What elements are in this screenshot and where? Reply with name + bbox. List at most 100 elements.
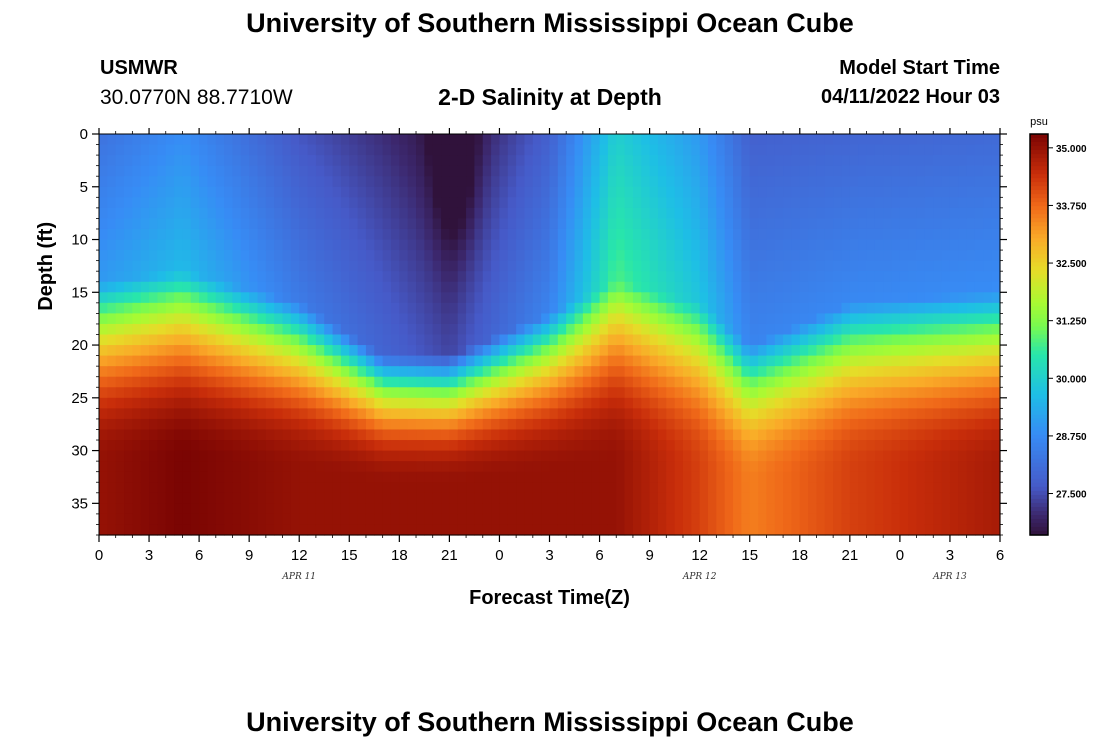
heatmap-cell	[149, 207, 158, 220]
heatmap-cell	[983, 513, 993, 526]
heatmap-cell	[357, 461, 367, 473]
heatmap-cell	[933, 513, 943, 526]
heatmap-cell	[332, 144, 342, 156]
heatmap-cell	[215, 524, 225, 536]
heatmap-cell	[749, 313, 759, 325]
heatmap-cell	[474, 408, 484, 420]
heatmap-cell	[499, 524, 509, 536]
heatmap-cell	[149, 260, 158, 272]
heatmap-cell	[974, 313, 984, 325]
heatmap-cell	[691, 302, 701, 314]
heatmap-cell	[974, 260, 984, 272]
heatmap-cell	[799, 334, 809, 346]
x-tick-label: 12	[291, 547, 308, 564]
heatmap-cell	[607, 461, 617, 473]
heatmap-cell	[733, 302, 742, 314]
heatmap-cell	[908, 144, 918, 156]
heatmap-cell	[399, 207, 409, 220]
heatmap-cell	[899, 387, 909, 399]
heatmap-cell	[674, 239, 684, 251]
heatmap-cell	[249, 144, 259, 156]
heatmap-cell	[741, 144, 751, 156]
heatmap-cell	[599, 218, 609, 230]
heatmap-cell	[749, 176, 759, 188]
heatmap-cell	[249, 492, 259, 504]
heatmap-cell	[332, 450, 342, 462]
heatmap-cell	[124, 313, 133, 325]
heatmap-cell	[507, 134, 517, 146]
heatmap-cell	[349, 366, 359, 378]
heatmap-cell	[632, 366, 642, 378]
heatmap-cell	[741, 397, 751, 409]
heatmap-cell	[157, 176, 167, 188]
heatmap-cell	[215, 207, 225, 220]
heatmap-cell	[733, 218, 742, 230]
heatmap-cell	[941, 355, 951, 367]
heatmap-cell	[591, 492, 601, 504]
heatmap-cell	[165, 513, 175, 526]
heatmap-cell	[474, 524, 484, 536]
heatmap-cell	[616, 429, 626, 441]
heatmap-cell	[791, 482, 801, 494]
heatmap-cell	[365, 207, 375, 220]
heatmap-cell	[424, 281, 434, 293]
colorbar-frame	[1029, 133, 1049, 536]
heatmap-cell	[365, 429, 375, 441]
heatmap-cell	[841, 302, 851, 314]
heatmap-cell	[232, 260, 242, 272]
heatmap-cell	[457, 376, 467, 388]
heatmap-cell	[199, 313, 209, 325]
heatmap-cell	[949, 302, 959, 314]
heatmap-cell	[165, 355, 175, 367]
heatmap-cell	[224, 292, 234, 304]
heatmap-cell	[165, 186, 175, 198]
heatmap-cell	[557, 513, 567, 526]
heatmap-cell	[157, 218, 167, 230]
heatmap-cell	[874, 165, 884, 177]
chart-subtitle: 2-D Salinity at Depth	[438, 84, 662, 110]
heatmap-cell	[607, 471, 617, 483]
heatmap-cell	[574, 186, 584, 198]
heatmap-cell	[708, 239, 717, 251]
heatmap-cell	[265, 228, 275, 241]
heatmap-cell	[799, 397, 809, 409]
heatmap-cell	[699, 524, 709, 536]
heatmap-cell	[507, 461, 517, 473]
heatmap-cell	[641, 366, 651, 378]
heatmap-cell	[791, 239, 801, 251]
heatmap-cell	[274, 524, 284, 536]
heatmap-cell	[232, 471, 242, 483]
x-tick-label: 21	[441, 547, 458, 564]
heatmap-cell	[115, 482, 125, 494]
heatmap-cell	[407, 355, 417, 367]
heatmap-cell	[199, 513, 209, 526]
heatmap-cell	[949, 429, 959, 441]
heatmap-cell	[783, 345, 793, 357]
heatmap-cell	[140, 228, 150, 241]
heatmap-cell	[257, 334, 267, 346]
heatmap-cell	[390, 440, 400, 452]
heatmap-cell	[215, 429, 225, 441]
heatmap-cell	[491, 176, 501, 188]
heatmap-cell	[324, 323, 334, 336]
heatmap-cell	[299, 155, 309, 167]
heatmap-cell	[432, 334, 442, 346]
heatmap-cell	[324, 144, 334, 156]
heatmap-cell	[766, 387, 776, 399]
heatmap-cell	[407, 418, 417, 431]
heatmap-cell	[290, 513, 300, 526]
heatmap-cell	[974, 228, 984, 241]
heatmap-cell	[157, 492, 167, 504]
heatmap-cell	[182, 186, 192, 198]
heatmap-cell	[365, 397, 375, 409]
heatmap-cell	[824, 271, 834, 283]
heatmap-cell	[641, 418, 651, 431]
heatmap-cell	[416, 228, 425, 241]
heatmap-cell	[524, 345, 534, 357]
heatmap-cell	[958, 302, 968, 314]
heatmap-cell	[199, 134, 209, 146]
heatmap-cell	[958, 355, 968, 367]
heatmap-cell	[682, 250, 692, 262]
heatmap-cell	[549, 144, 559, 156]
heatmap-cell	[524, 165, 534, 177]
